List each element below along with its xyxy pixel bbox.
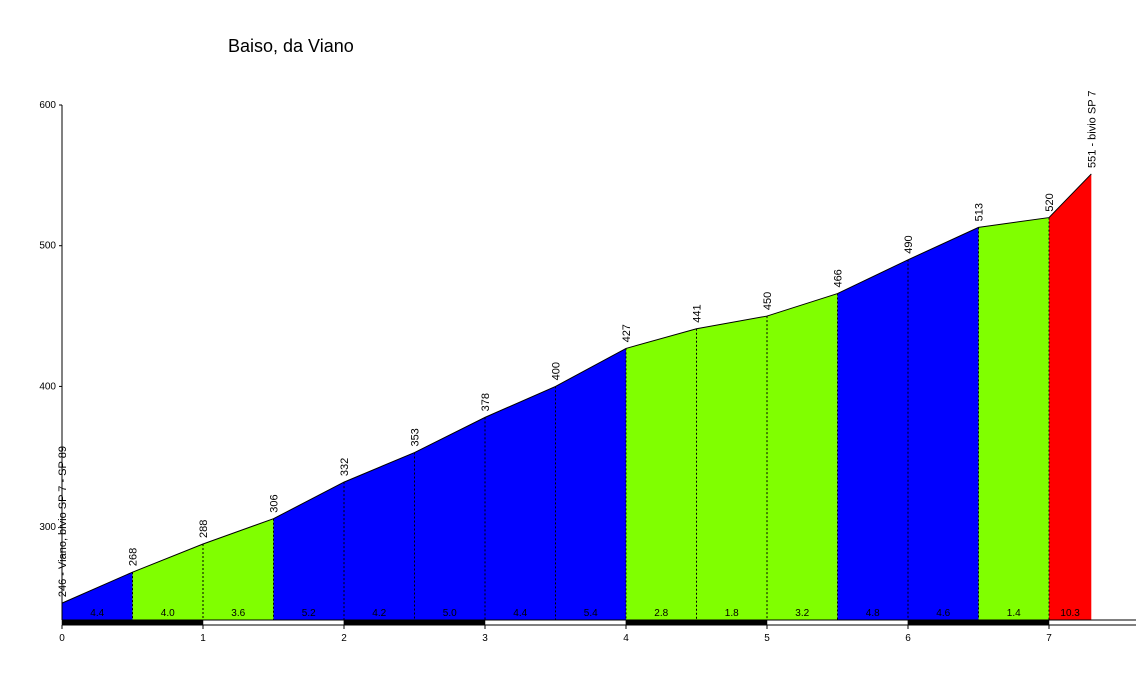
gradient-segment bbox=[132, 544, 203, 620]
gradient-label: 2.8 bbox=[654, 608, 668, 619]
gradient-segment bbox=[696, 316, 767, 620]
gradient-label: 5.4 bbox=[584, 608, 598, 619]
elevation-label: 306 bbox=[269, 494, 281, 512]
elevation-label: 513 bbox=[974, 203, 986, 221]
elevation-label: 450 bbox=[762, 292, 774, 310]
km-stripe bbox=[625, 619, 768, 626]
elevation-label: 353 bbox=[410, 428, 422, 446]
gradient-label: 5.0 bbox=[443, 608, 457, 619]
profile-line bbox=[61, 173, 1092, 604]
gradient-label: 4.6 bbox=[936, 608, 950, 619]
x-tick-label: 3 bbox=[482, 633, 488, 644]
km-stripe bbox=[766, 619, 909, 626]
km-stripe bbox=[343, 619, 486, 626]
gradient-segment bbox=[485, 386, 556, 620]
gradient-segment bbox=[908, 227, 979, 620]
elevation-label: 246 - Viano, bivio SP 7 - SP 89 bbox=[57, 446, 69, 597]
km-stripe bbox=[907, 619, 1050, 626]
elevation-label: 551 - bivio SP 7 bbox=[1086, 90, 1098, 167]
gradient-segment bbox=[1049, 173, 1092, 620]
elevation-label: 378 bbox=[480, 393, 492, 411]
gradient-segment bbox=[203, 518, 274, 620]
gradient-segment bbox=[626, 328, 697, 620]
elevation-label: 490 bbox=[903, 235, 915, 253]
gradient-label: 4.0 bbox=[161, 608, 175, 619]
elevation-label: 332 bbox=[339, 458, 351, 476]
elevation-label: 288 bbox=[198, 520, 210, 538]
elevation-label: 441 bbox=[692, 304, 704, 322]
elevation-label: 427 bbox=[621, 324, 633, 342]
gradient-segment bbox=[344, 452, 415, 620]
gradient-segment bbox=[414, 417, 485, 620]
gradient-segment bbox=[555, 348, 626, 620]
x-tick-label: 1 bbox=[200, 633, 206, 644]
y-tick-label: 300 bbox=[39, 522, 56, 533]
x-tick-label: 2 bbox=[341, 633, 347, 644]
gradient-segment bbox=[273, 482, 344, 620]
gradient-label: 3.2 bbox=[795, 608, 809, 619]
gradient-label: 3.6 bbox=[231, 608, 245, 619]
gradient-segment bbox=[978, 217, 1049, 621]
km-stripe bbox=[202, 619, 345, 626]
gradient-label: 4.2 bbox=[372, 608, 386, 619]
elevation-label: 466 bbox=[833, 269, 845, 287]
elevation-label: 268 bbox=[128, 548, 140, 566]
gradient-label: 4.8 bbox=[866, 608, 880, 619]
elevation-label: 520 bbox=[1044, 193, 1056, 211]
y-tick-label: 500 bbox=[39, 241, 56, 252]
gradient-segment bbox=[837, 259, 908, 620]
gradient-segment bbox=[62, 572, 133, 620]
gradient-label: 5.2 bbox=[302, 608, 316, 619]
x-tick-label: 7 bbox=[1046, 633, 1052, 644]
chart-title: Baiso, da Viano bbox=[228, 36, 354, 56]
x-tick-label: 4 bbox=[623, 633, 629, 644]
y-tick-label: 400 bbox=[39, 381, 56, 392]
x-tick-label: 6 bbox=[905, 633, 911, 644]
gradient-label: 1.4 bbox=[1007, 608, 1021, 619]
gradient-label: 1.8 bbox=[725, 608, 739, 619]
x-tick-label: 5 bbox=[764, 633, 770, 644]
km-stripe bbox=[484, 619, 627, 626]
km-stripe bbox=[61, 619, 204, 626]
gradient-label: 10.3 bbox=[1060, 608, 1080, 619]
y-tick-label: 600 bbox=[39, 100, 56, 111]
x-tick-label: 0 bbox=[59, 633, 65, 644]
gradient-label: 4.4 bbox=[90, 608, 104, 619]
gradient-label: 4.4 bbox=[513, 608, 527, 619]
elevation-label: 400 bbox=[551, 362, 563, 380]
gradient-segment bbox=[767, 293, 838, 620]
